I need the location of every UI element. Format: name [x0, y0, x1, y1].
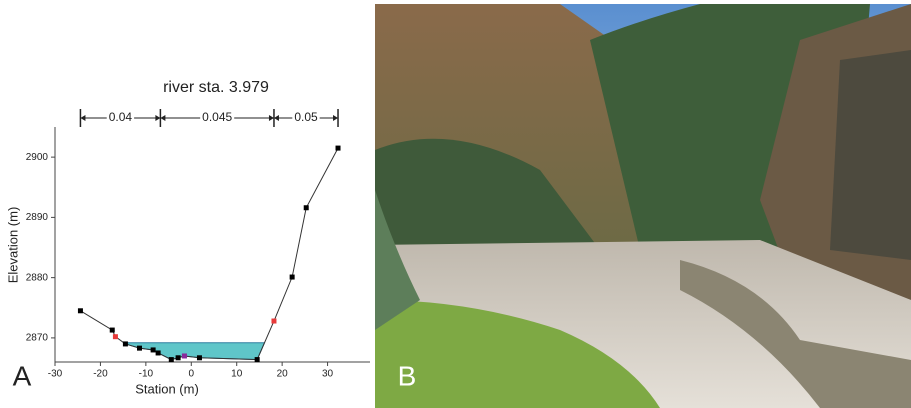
ground-point — [271, 319, 276, 324]
ground-point — [176, 355, 181, 360]
ground-line — [80, 148, 338, 360]
x-tick-label: 30 — [322, 369, 334, 380]
ground-point — [304, 205, 309, 210]
chart-title: river sta. 3.979 — [163, 79, 269, 96]
y-tick-label: 2900 — [26, 152, 49, 163]
ground-point — [78, 308, 83, 313]
x-axis-label: Station (m) — [135, 381, 199, 396]
y-tick-label: 2870 — [26, 333, 49, 344]
ground-point — [182, 353, 187, 358]
ground-point — [290, 275, 295, 280]
panel-label: A — [13, 360, 32, 391]
ground-point — [123, 341, 128, 346]
figure: river sta. 3.979 Station (m) Elevation (… — [0, 0, 911, 408]
x-tick-label: -20 — [93, 369, 108, 380]
cross-section-chart: river sta. 3.979 Station (m) Elevation (… — [5, 79, 376, 396]
ground-point — [137, 346, 142, 351]
y-tick-label: 2880 — [26, 272, 49, 283]
ground-point — [156, 350, 161, 355]
y-tick-label: 2890 — [26, 212, 49, 223]
zone-label: 0.045 — [202, 110, 232, 124]
ground-point — [110, 328, 115, 333]
x-tick-label: 10 — [231, 369, 243, 380]
ground-point — [169, 357, 174, 362]
ground-point — [197, 355, 202, 360]
y-axis-label: Elevation (m) — [5, 207, 20, 284]
zone-label: 0.04 — [109, 110, 133, 124]
x-tick-label: -10 — [139, 369, 154, 380]
x-tick-label: -30 — [48, 369, 63, 380]
ground-point — [151, 347, 156, 352]
zone-label: 0.05 — [294, 110, 318, 124]
ground-point — [113, 334, 118, 339]
photo — [375, 4, 911, 408]
x-tick-label: 0 — [189, 369, 195, 380]
panel-label: B — [398, 360, 417, 391]
x-tick-label: 20 — [277, 369, 289, 380]
ground-point — [255, 357, 260, 362]
ground-point — [336, 146, 341, 151]
